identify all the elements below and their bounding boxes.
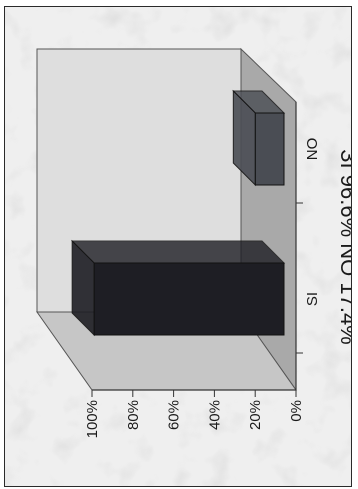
value-tick-label: 40%	[206, 400, 223, 430]
bar-front-face	[93, 262, 285, 336]
chart-frame: ЗІ 96.6% NO 17.4% 0% 20% 40% 60% 80% 100% SI N…	[4, 6, 352, 487]
value-axis-ticks: 0% 20% 40% 60% 80% 100%	[84, 390, 305, 438]
bar-si	[70, 239, 286, 337]
category-label-si: SI	[304, 292, 321, 306]
bar-side-face	[70, 240, 286, 264]
value-tick-label: 100%	[84, 400, 101, 438]
value-tick-label: 60%	[166, 400, 183, 430]
bar-chart-3d: ЗІ 96.6% NO 17.4% 0% 20% 40% 60% 80% 100% SI N…	[5, 7, 351, 486]
bar-front-face	[254, 112, 285, 186]
value-tick-label: 80%	[125, 400, 142, 430]
bars-group	[70, 89, 286, 337]
value-tick-label: 20%	[247, 400, 264, 430]
bar-no	[232, 89, 286, 187]
category-labels: SI NO	[296, 138, 321, 354]
category-label-no: NO	[304, 138, 321, 161]
value-tick-label: 0%	[288, 400, 305, 422]
cropped-header-text: ЗІ 96.6% NO 17.4%	[336, 149, 351, 345]
